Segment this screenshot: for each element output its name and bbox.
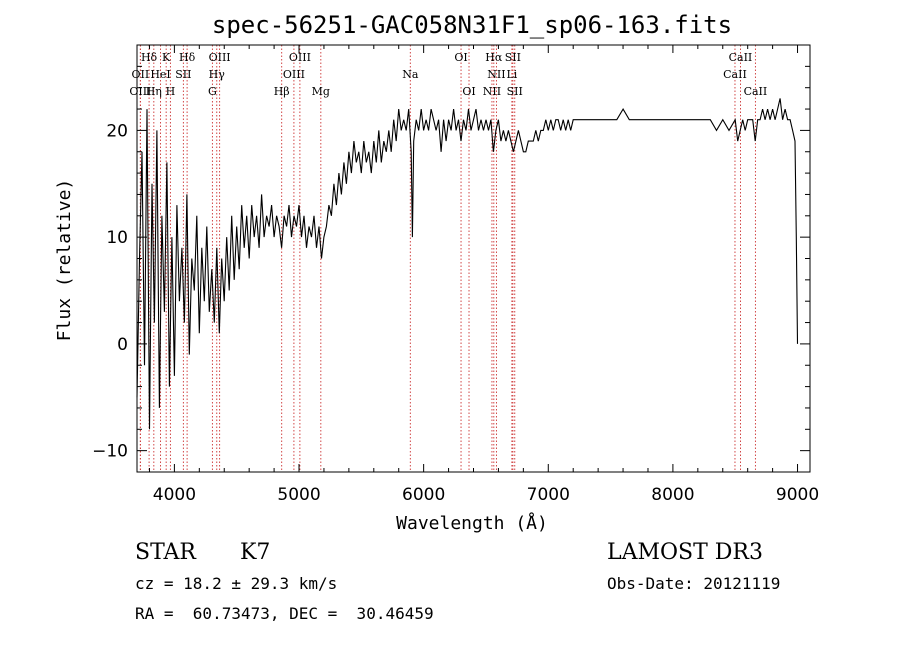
spectral-line-label: Hγ: [209, 68, 226, 81]
survey-name: LAMOST DR3: [607, 540, 763, 565]
spectral-line-label: Hδ: [141, 51, 158, 64]
x-tick-label: 6000: [402, 485, 445, 505]
spectral-line-label: OI: [462, 85, 475, 98]
y-axis-label: Flux (relative): [54, 179, 75, 342]
spectral-line-label: NII: [487, 68, 505, 81]
spectral-line-label: Hα: [485, 51, 503, 64]
spectral-line-label: NII: [483, 85, 501, 98]
spectral-line-label: H: [166, 85, 176, 98]
spectral-line-label: Na: [402, 68, 419, 81]
spectral-line-label: Hδ: [179, 51, 196, 64]
spectral-line-label: OII: [132, 68, 150, 81]
spectral-subclass: K7: [240, 540, 271, 565]
spectral-line-label: OI: [454, 51, 467, 64]
y-tick-label: 0: [117, 335, 128, 355]
spectral-line-label: OIII: [209, 51, 231, 64]
y-tick-label: 20: [106, 121, 128, 141]
spectral-line-label: Li: [506, 68, 517, 81]
x-axis-label: Wavelength (Å): [396, 512, 548, 534]
x-tick-label: 9000: [776, 485, 819, 505]
spectral-line-label: CaII: [729, 51, 753, 64]
x-tick-label: 4000: [153, 485, 196, 505]
y-axis: −10 0 10 20: [92, 44, 810, 473]
redshift-readout: cz = 18.2 ± 29.3 km/s: [135, 574, 338, 593]
object-class: STAR: [135, 540, 196, 565]
spectral-line-label: CaII: [723, 68, 747, 81]
spectral-line-label: Hβ: [274, 85, 290, 98]
spectral-line-label: HeI: [150, 68, 170, 81]
spectral-line-label: OIII: [283, 68, 305, 81]
chart-title: spec-56251-GAC058N31F1_sp06-163.fits: [212, 11, 732, 39]
spectral-line-label: Hη: [146, 85, 162, 98]
spectrum-line: [136, 98, 799, 430]
x-tick-label: 8000: [651, 485, 694, 505]
y-tick-label: 10: [106, 228, 128, 248]
spectral-line-label: SII: [175, 68, 191, 81]
line-markers: [139, 45, 756, 472]
observation-date: Obs-Date: 20121119: [607, 574, 781, 593]
plot-frame: [136, 44, 811, 473]
y-tick-label: −10: [92, 442, 128, 462]
x-tick-label: 5000: [277, 485, 320, 505]
x-tick-label: 7000: [527, 485, 570, 505]
spectral-line-label: OIII: [289, 51, 311, 64]
spectral-line-label: SII: [505, 51, 521, 64]
coordinates-readout: RA = 60.73473, DEC = 30.46459: [135, 604, 434, 623]
spectral-line-label: SII: [507, 85, 523, 98]
spectral-line-label: Mg: [312, 85, 330, 98]
spectral-line-label: G: [208, 85, 217, 98]
x-axis: 4000 5000 6000 7000 8000 9000: [148, 45, 819, 505]
spectral-line-label: K: [162, 51, 171, 64]
spectral-line-label: OIII: [129, 85, 151, 98]
spectral-line-label: CaII: [744, 85, 768, 98]
